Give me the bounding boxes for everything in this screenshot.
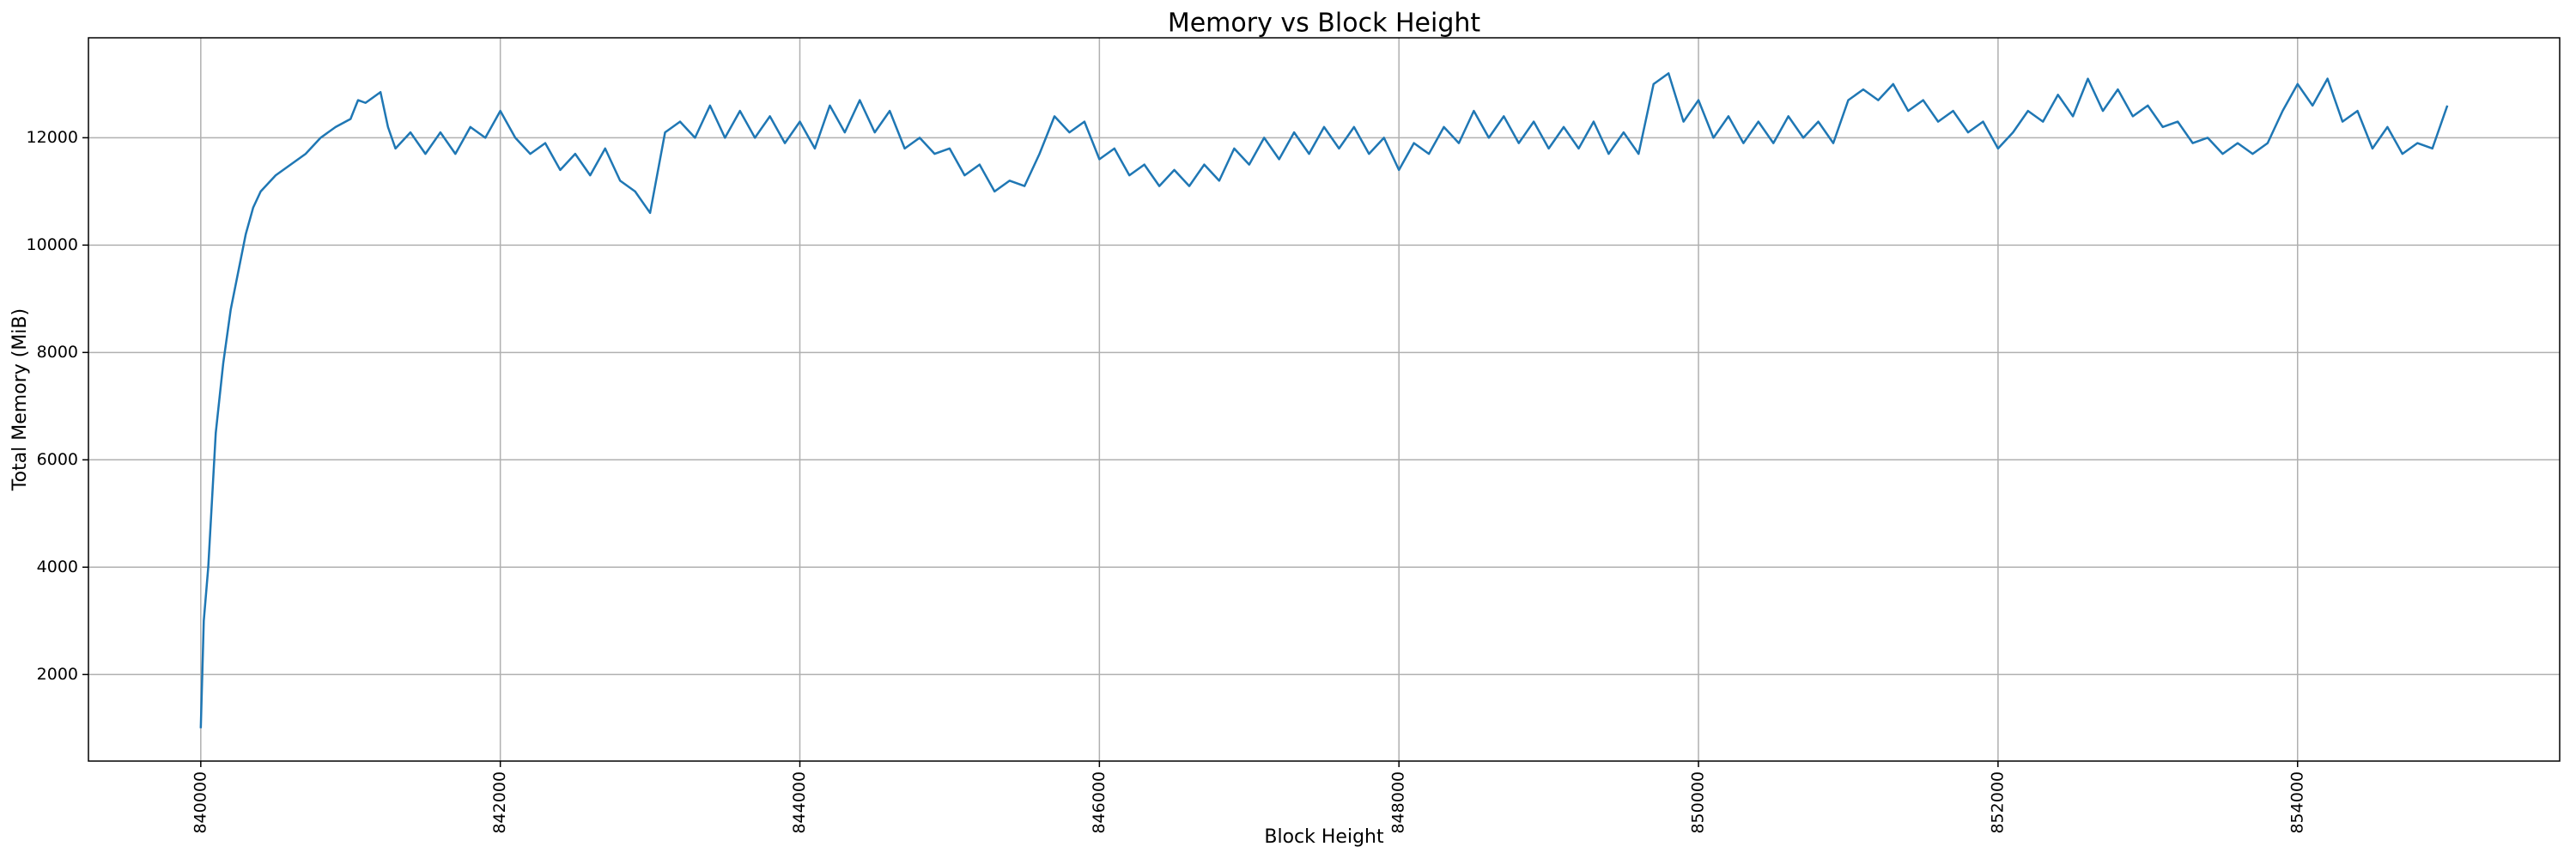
x-tick-label: 842000 [490, 771, 509, 834]
x-tick-label: 852000 [1988, 771, 2007, 834]
y-tick-label: 6000 [37, 450, 78, 469]
y-tick-label: 8000 [37, 343, 78, 362]
y-tick-label: 2000 [37, 665, 78, 684]
plot-frame [88, 37, 2561, 762]
x-tick-label: 850000 [1689, 771, 1708, 834]
x-axis-label: Block Height [1264, 826, 1384, 848]
data-line [199, 72, 2449, 728]
chart-title: Memory vs Block Height [1168, 9, 1481, 39]
x-tick-label: 846000 [1090, 771, 1109, 834]
x-tick-label: 840000 [191, 771, 210, 834]
x-tick-label: 854000 [2287, 771, 2306, 834]
y-tick-label: 12000 [27, 128, 78, 147]
y-tick-label: 10000 [27, 235, 78, 254]
x-tick-label: 844000 [790, 771, 809, 834]
y-axis-label: Total Memory (MiB) [9, 308, 31, 491]
x-tick-label: 848000 [1389, 771, 1408, 834]
y-tick-label: 4000 [37, 557, 78, 576]
